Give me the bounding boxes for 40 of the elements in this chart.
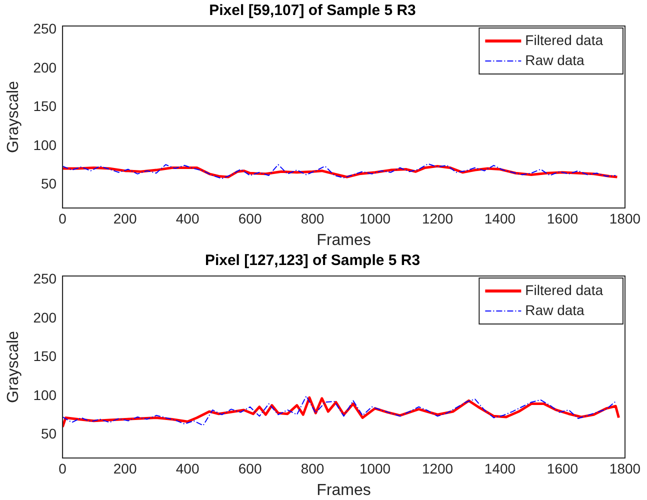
x-tick-label: 400 (176, 460, 200, 476)
legend-label: Raw data (525, 52, 585, 68)
x-tick-label: 600 (238, 210, 262, 226)
x-tick-label: 400 (176, 210, 200, 226)
chart-title: Pixel [127,123] of Sample 5 R3 (204, 252, 420, 270)
x-tick-label: 800 (300, 460, 324, 476)
x-tick-label: 0 (58, 460, 67, 476)
chart-title: Pixel [59,107] of Sample 5 R3 (209, 2, 416, 20)
x-tick-label: 1000 (359, 210, 391, 226)
y-tick-label: 250 (33, 270, 57, 287)
y-axis-title: Grayscale (5, 80, 22, 154)
y-tick-label: 100 (33, 136, 57, 153)
x-tick-label: 200 (113, 460, 137, 476)
y-tick-label: 50 (40, 426, 57, 442)
legend-label: Filtered data (525, 32, 604, 48)
legend-label: Filtered data (525, 282, 604, 298)
y-tick-label: 250 (33, 20, 57, 37)
x-tick-label: 1800 (609, 460, 641, 476)
legend-label: Raw data (525, 302, 585, 318)
y-tick-label: 200 (33, 309, 57, 326)
x-axis-title: Frames (316, 482, 371, 499)
x-tick-label: 0 (58, 210, 67, 226)
y-tick-label: 200 (33, 59, 57, 76)
y-tick-label: 150 (33, 98, 57, 114)
x-tick-label: 1000 (359, 460, 391, 476)
x-tick-label: 200 (113, 210, 137, 226)
x-tick-label: 1600 (546, 460, 578, 476)
x-tick-label: 1200 (422, 210, 454, 226)
x-tick-label: 600 (238, 460, 262, 476)
y-tick-label: 150 (33, 348, 57, 364)
y-tick-label: 100 (33, 386, 57, 403)
x-tick-label: 1400 (484, 460, 516, 476)
x-tick-label: 1800 (609, 210, 641, 226)
x-axis-title: Frames (316, 232, 371, 249)
x-tick-label: 1400 (484, 210, 516, 226)
x-tick-label: 800 (300, 210, 324, 226)
x-tick-label: 1600 (546, 210, 578, 226)
x-tick-label: 1200 (422, 460, 454, 476)
y-axis-title: Grayscale (5, 330, 22, 404)
y-tick-label: 50 (40, 176, 57, 192)
